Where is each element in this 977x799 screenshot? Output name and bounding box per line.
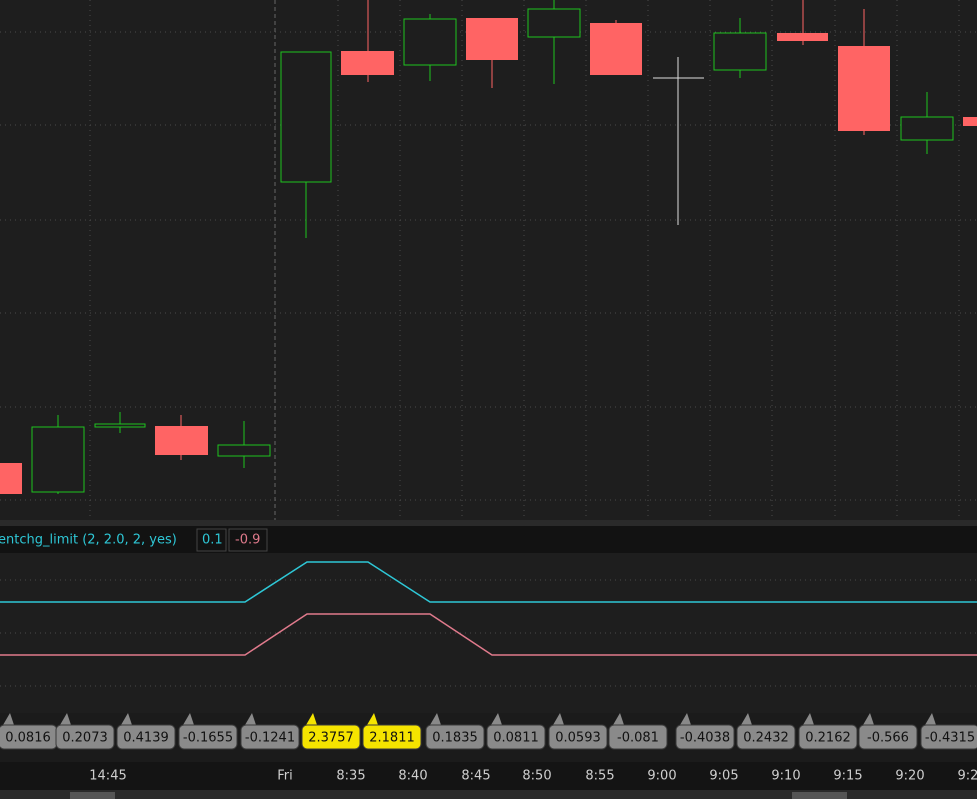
time-label: 9:10 (771, 769, 800, 784)
bubble (736, 724, 796, 750)
bubble-flag (680, 713, 691, 725)
time-label: 9:20 (895, 769, 924, 784)
time-label: 8:55 (585, 769, 614, 784)
bubble-label: 0.0593 (555, 731, 601, 746)
bubble-flag (553, 713, 564, 725)
bubble (675, 724, 735, 750)
bubble-flag (491, 713, 502, 725)
study-line-2 (0, 613, 977, 656)
candles (0, 0, 977, 494)
study-panel (0, 553, 977, 713)
bubble-flag (741, 713, 752, 725)
time-label: 8:45 (461, 769, 490, 784)
bubble (798, 724, 858, 750)
time-label: 14:45 (89, 769, 126, 784)
bubble-flag (245, 713, 256, 725)
bubble-flag (306, 713, 317, 725)
bubble-label: 2.3757 (308, 731, 354, 746)
study-header (0, 526, 977, 553)
time-label: 9:05 (709, 769, 738, 784)
bubble-label: 2.1811 (369, 731, 415, 746)
bubble (486, 724, 546, 750)
bubble-flag (430, 713, 441, 725)
bubble (116, 724, 176, 750)
bubble-flag (183, 713, 194, 725)
bubble-row: 0.0816 0.2073 0.4139 -0.1655 -0.1241 2.3757 2.… (0, 713, 977, 750)
bubble (362, 724, 422, 750)
panel-divider (0, 520, 977, 526)
time-label: 9:15 (833, 769, 862, 784)
price-panel (0, 0, 977, 520)
bubble (178, 724, 238, 750)
bubble-label: -0.081 (617, 731, 659, 746)
bubble-label: -0.1241 (245, 731, 295, 746)
bubble-label: -0.4315 (925, 731, 975, 746)
time-label: 9:00 (647, 769, 676, 784)
bubble-label: 0.1835 (432, 731, 478, 746)
bubble-flag (121, 713, 132, 725)
bubble-flag (803, 713, 814, 725)
time-label: 8:40 (398, 769, 427, 784)
time-label: 8:35 (336, 769, 365, 784)
bubble (858, 724, 918, 750)
bubble-label: 0.2432 (743, 731, 789, 746)
bubble-flag (613, 713, 624, 725)
bubble (301, 724, 361, 750)
scroll-thumb[interactable] (792, 792, 847, 799)
bubble-label: 0.4139 (123, 731, 169, 746)
bubble-label: -0.4038 (680, 731, 730, 746)
study-value: -0.9 (235, 533, 260, 548)
study-value-box (196, 528, 227, 552)
bubble (920, 724, 977, 750)
price-grid (0, 0, 977, 712)
bubble-flag (367, 713, 378, 725)
study-label: entchg_limit (2, 2.0, 2, yes) (0, 533, 177, 548)
time-label: Fri (277, 769, 293, 784)
study-value: 0.1 (202, 533, 223, 548)
bubble-flag (925, 713, 936, 725)
scrollbar (0, 790, 977, 799)
time-axis-labels: 14:45 Fri 8:35 8:40 8:45 8:50 8:55 9:00 9:05 9:10… (89, 769, 977, 784)
bubble-label: 0.2073 (62, 731, 108, 746)
bubble (240, 724, 300, 750)
bubble-label: 0.2162 (805, 731, 851, 746)
time-label: 9:2 (958, 769, 977, 784)
study-line-1 (0, 561, 977, 603)
bubble (608, 724, 668, 750)
bubble-flag (863, 713, 874, 725)
bubble-label: -0.1655 (183, 731, 233, 746)
bubble-flag (3, 713, 14, 725)
bubble-label: 0.0811 (493, 731, 539, 746)
bubble-flag (60, 713, 71, 725)
time-axis (0, 762, 977, 790)
bubble-label: 0.0816 (5, 731, 51, 746)
scroll-thumb[interactable] (70, 792, 115, 799)
time-label: 8:50 (522, 769, 551, 784)
bubble (425, 724, 485, 750)
bubble (55, 724, 115, 750)
bubble (548, 724, 608, 750)
bubble-label: -0.566 (867, 731, 909, 746)
study-value-box (228, 528, 268, 552)
